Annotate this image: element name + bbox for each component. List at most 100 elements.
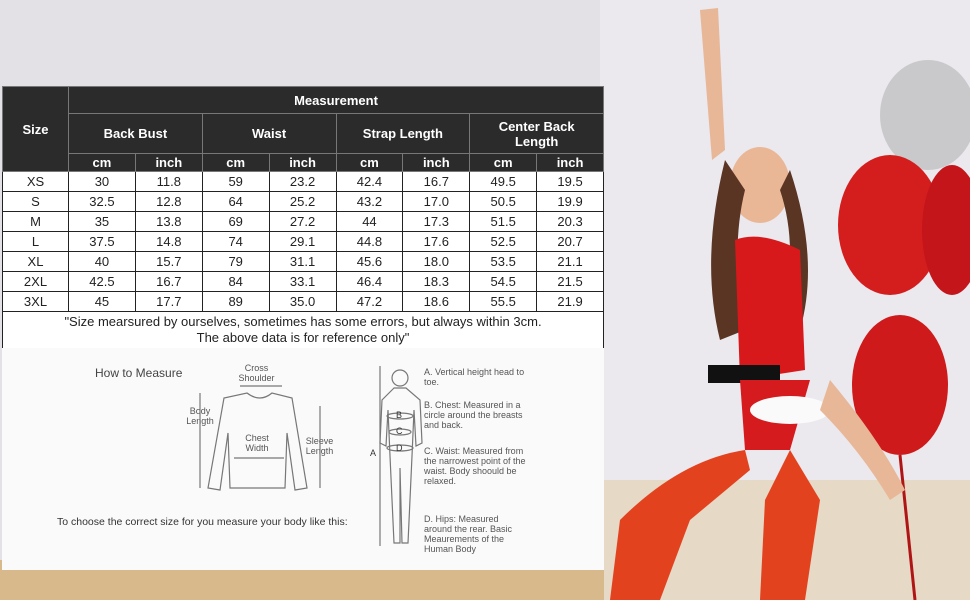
cell: 3XL: [2, 291, 69, 312]
note-cell: "Size mearsured by ourselves, sometimes …: [2, 311, 604, 349]
cell: 54.5: [469, 271, 538, 292]
cell: 18.0: [402, 251, 471, 272]
cell: 16.7: [134, 271, 203, 292]
body-letter: B: [396, 410, 403, 420]
cell: 45.6: [335, 251, 404, 272]
note-line: "Size mearsured by ourselves, sometimes …: [64, 314, 542, 329]
unit-cell: cm: [335, 153, 404, 172]
cell: 74: [201, 231, 270, 252]
body-letter: C: [396, 426, 403, 436]
size-row: XS 30 11.8 59 23.2 42.4 16.7 49.5 19.5: [2, 171, 604, 192]
unit-cell: inch: [536, 153, 604, 172]
instruction: B. Chest: Measured in a circle around th…: [424, 400, 523, 430]
cell: 89: [201, 291, 270, 312]
cell: 12.8: [134, 191, 203, 212]
instruction: A. Vertical height head to toe.: [424, 367, 525, 387]
header-row: Size Measurement: [2, 86, 604, 172]
cell: 20.3: [536, 211, 604, 232]
cell: 37.5: [68, 231, 136, 252]
header-cell: Center Back Length: [469, 113, 604, 154]
cell: 13.8: [134, 211, 203, 232]
unit-cell: cm: [201, 153, 270, 172]
unit-cell: inch: [268, 153, 337, 172]
cell: 11.8: [134, 171, 203, 192]
cell: M: [2, 211, 69, 232]
cell: 18.3: [402, 271, 471, 292]
garment-label: Cross Shoulder: [238, 363, 275, 383]
cell: 29.1: [268, 231, 337, 252]
note-line: The above data is for reference only": [196, 330, 410, 345]
cell: 17.0: [402, 191, 471, 212]
header-cell: Measurement: [68, 86, 604, 114]
header-cell: Back Bust: [68, 113, 203, 154]
cell: 21.9: [536, 291, 604, 312]
cell: 79: [201, 251, 270, 272]
cell: 19.9: [536, 191, 604, 212]
cell: 59: [201, 171, 270, 192]
size-row: M 35 13.8 69 27.2 44 17.3 51.5 20.3: [2, 211, 604, 232]
cell: 17.6: [402, 231, 471, 252]
cell: 55.5: [469, 291, 538, 312]
body-letter: A: [370, 448, 377, 458]
cell: 84: [201, 271, 270, 292]
size-table: Size Measurement Back Bust Waist Strap Lengt…: [2, 86, 604, 349]
how-to-measure-panel: How to Measure Cross Shoulder Body Lengt…: [2, 348, 604, 570]
cell: L: [2, 231, 69, 252]
measure-prompt: To choose the correct size for you measu…: [57, 516, 348, 528]
cell: 27.2: [268, 211, 337, 232]
cell: 45: [68, 291, 136, 312]
cell: 17.7: [134, 291, 203, 312]
header-cell: Strap Length: [335, 113, 471, 154]
size-row: 3XL 45 17.7 89 35.0 47.2 18.6 55.5 21.9: [2, 291, 604, 312]
diagrams: [199, 366, 423, 546]
cell: 42.5: [68, 271, 136, 292]
cell: 46.4: [335, 271, 404, 292]
cell: 40: [68, 251, 136, 272]
cell: 20.7: [536, 231, 604, 252]
cell: 21.1: [536, 251, 604, 272]
size-row: S 32.5 12.8 64 25.2 43.2 17.0 50.5 19.9: [2, 191, 604, 212]
garment-label: Chest Width: [245, 433, 269, 453]
cell: XL: [2, 251, 69, 272]
how-to-title: How to Measure: [95, 366, 183, 380]
unit-cell: cm: [469, 153, 538, 172]
header-cell: Size: [2, 86, 69, 172]
cell: 35.0: [268, 291, 337, 312]
cell: XS: [2, 171, 69, 192]
cell: 16.7: [402, 171, 471, 192]
size-row: XL 40 15.7 79 31.1 45.6 18.0 53.5 21.1: [2, 251, 604, 272]
cell: 43.2: [335, 191, 404, 212]
cell: 49.5: [469, 171, 538, 192]
cell: 17.3: [402, 211, 471, 232]
cell: 14.8: [134, 231, 203, 252]
cell: 23.2: [268, 171, 337, 192]
cell: 32.5: [68, 191, 136, 212]
cell: 50.5: [469, 191, 538, 212]
cell: 30: [68, 171, 136, 192]
cell: 64: [201, 191, 270, 212]
cell: 21.5: [536, 271, 604, 292]
instruction: C. Waist: Measured from the narrowest po…: [424, 446, 526, 486]
cell: 44.8: [335, 231, 404, 252]
instruction: D. Hips: Measured around the rear. Basic…: [424, 514, 513, 554]
header-cell: Waist: [201, 113, 337, 154]
note-row: "Size mearsured by ourselves, sometimes …: [2, 311, 604, 349]
cell: 44: [335, 211, 404, 232]
cell: 31.1: [268, 251, 337, 272]
cell: 52.5: [469, 231, 538, 252]
size-row: 2XL 42.5 16.7 84 33.1 46.4 18.3 54.5 21.5: [2, 271, 604, 292]
cell: S: [2, 191, 69, 212]
cell: 69: [201, 211, 270, 232]
cell: 35: [68, 211, 136, 232]
cell: 18.6: [402, 291, 471, 312]
cell: 2XL: [2, 271, 69, 292]
unit-row: cm inch cm inch cm inch cm inch: [3, 153, 604, 172]
unit-cell: inch: [134, 153, 203, 172]
cell: 53.5: [469, 251, 538, 272]
cell: 33.1: [268, 271, 337, 292]
cell: 47.2: [335, 291, 404, 312]
unit-cell: cm: [68, 153, 136, 172]
cell: 25.2: [268, 191, 337, 212]
body-letter: D: [396, 443, 403, 453]
